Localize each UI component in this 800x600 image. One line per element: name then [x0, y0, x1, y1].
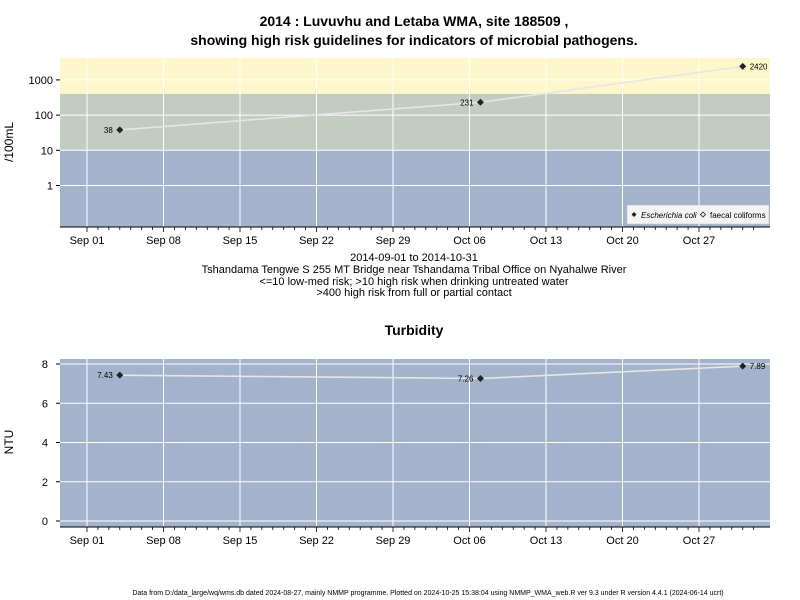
- legend-faecal-marker-icon: [699, 211, 707, 218]
- turbidity-y-tick-label: 0: [42, 516, 48, 528]
- footer-note: Data from D:/data_large/wq/wms.db dated …: [132, 590, 723, 597]
- top-grid: [60, 58, 770, 227]
- top-x-tick-label: Oct 27: [683, 235, 715, 247]
- top-y-tick-label: 100: [35, 110, 53, 122]
- ecoli-data-label: 38: [104, 126, 113, 135]
- turbidity-x-tick-label: Sep 01: [70, 535, 105, 547]
- date-range-note: 2014-09-01 to 2014-10-31: [350, 252, 478, 264]
- top-x-tick-label: Sep 08: [146, 235, 181, 247]
- turbidity-y-axis-label: NTU: [2, 430, 16, 455]
- chart-subtitle: showing high risk guidelines for indicat…: [190, 32, 637, 48]
- turbidity-y-tick-label: 6: [42, 398, 48, 410]
- turbidity-data-point: [116, 371, 124, 379]
- contact-risk-note: >400 high risk from full or partial cont…: [316, 287, 511, 299]
- top-x-tick-label: Sep 22: [299, 235, 334, 247]
- turbidity-x-tick-label: Sep 15: [223, 535, 258, 547]
- turbidity-x-tick-label: Oct 13: [530, 535, 562, 547]
- turbidity-x-tick-label: Oct 27: [683, 535, 715, 547]
- chart-title: 2014 : Luvuvhu and Letaba WMA, site 1885…: [260, 13, 569, 29]
- ecoli-series: 38 231 2420: [104, 62, 768, 135]
- ecoli-data-point: [739, 62, 747, 70]
- top-y-axis-label: /100mL: [2, 122, 16, 162]
- turbidity-y-axis: 0 2 4 6 8: [42, 359, 60, 528]
- medium-risk-band: [60, 93, 770, 151]
- legend-ecoli-label: Escherichia coli: [641, 211, 697, 220]
- ecoli-data-point: [476, 98, 484, 106]
- top-x-tick-label: Sep 29: [376, 235, 411, 247]
- legend-faecal-label: faecal coliforms: [710, 211, 766, 220]
- turbidity-data-label: 7.43: [97, 371, 113, 380]
- top-y-tick-label: 1000: [29, 75, 53, 87]
- turbidity-y-tick-label: 4: [42, 438, 48, 450]
- ecoli-data-label: 231: [460, 98, 474, 107]
- turbidity-data-point: [476, 375, 484, 383]
- turbidity-grid: [60, 359, 770, 527]
- turbidity-chart: Turbidity 0 2 4 6 8 Sep 01 Sep 08 Sep 15 Sep 22…: [2, 322, 770, 547]
- top-y-axis: 1 10 100 1000: [29, 75, 60, 193]
- ecoli-data-point: [116, 126, 124, 134]
- top-x-tick-label: Oct 13: [530, 235, 562, 247]
- turbidity-x-tick-label: Sep 29: [376, 535, 411, 547]
- top-x-tick-label: Oct 06: [453, 235, 485, 247]
- turbidity-data-label: 7.26: [458, 375, 474, 384]
- top-y-tick-label: 10: [41, 145, 53, 157]
- ecoli-chart: 2014 : Luvuvhu and Letaba WMA, site 1885…: [2, 13, 770, 247]
- turbidity-data-point: [739, 362, 747, 370]
- top-x-tick-label: Sep 01: [70, 235, 105, 247]
- legend: Escherichia coli faecal coliforms: [626, 204, 770, 225]
- turbidity-data-label: 7.89: [750, 362, 766, 371]
- turbidity-y-tick-label: 8: [42, 359, 48, 371]
- legend-ecoli-marker-icon: [631, 212, 637, 217]
- notes: 2014-09-01 to 2014-10-31 Tshandama Tengw…: [202, 252, 627, 299]
- ecoli-data-label: 2420: [750, 62, 768, 71]
- top-x-tick-label: Oct 20: [606, 235, 638, 247]
- site-description-note: Tshandama Tengwe S 255 MT Bridge near Ts…: [202, 264, 627, 276]
- turbidity-x-tick-label: Oct 06: [453, 535, 485, 547]
- turbidity-series: 7.43 7.26 7.89: [97, 362, 766, 383]
- top-x-axis: Sep 01 Sep 08 Sep 15 Sep 22 Sep 29 Oct 06 Oct …: [60, 226, 770, 247]
- turbidity-title: Turbidity: [385, 322, 444, 338]
- legend-box: [626, 204, 770, 225]
- turbidity-x-tick-label: Oct 20: [606, 535, 638, 547]
- turbidity-x-axis: Sep 01 Sep 08 Sep 15 Sep 22 Sep 29 Oct 06 Oct …: [60, 526, 770, 547]
- top-y-tick-label: 1: [47, 181, 53, 193]
- turbidity-x-tick-label: Sep 08: [146, 535, 181, 547]
- drinking-risk-note: <=10 low-med risk; >10 high risk when dr…: [259, 276, 568, 288]
- turbidity-x-tick-label: Sep 22: [299, 535, 334, 547]
- top-x-tick-label: Sep 15: [223, 235, 258, 247]
- turbidity-y-tick-label: 2: [42, 477, 48, 489]
- high-risk-band: [60, 58, 770, 94]
